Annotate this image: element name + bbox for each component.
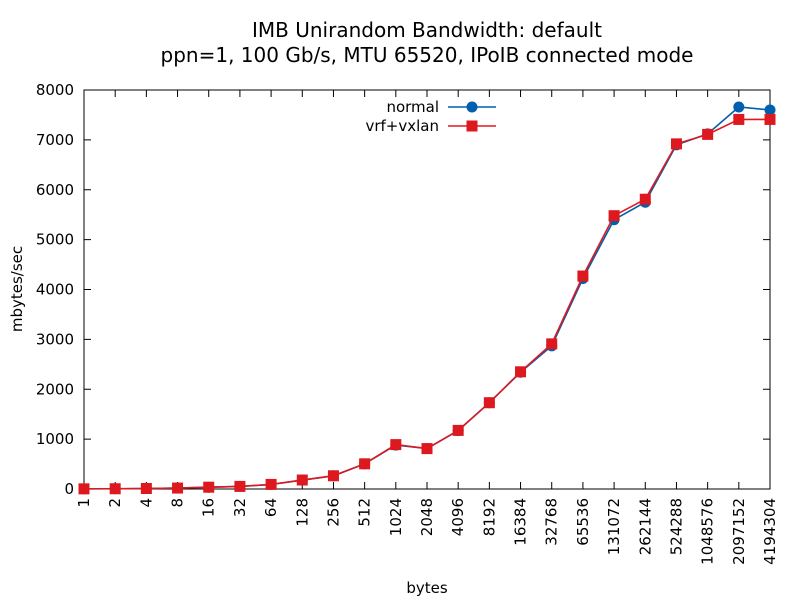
chart-title: IMB Unirandom Bandwidth: default — [252, 18, 602, 42]
data-point — [764, 104, 776, 116]
x-tick-label: 1 — [75, 498, 93, 508]
data-point — [172, 482, 184, 494]
data-point — [733, 101, 745, 113]
data-point — [421, 443, 433, 455]
data-point — [670, 138, 682, 150]
data-point — [546, 338, 558, 350]
x-tick-label: 131072 — [605, 498, 623, 555]
x-tick-label: 2048 — [418, 498, 436, 536]
x-tick-label: 65536 — [574, 498, 592, 546]
data-point — [327, 470, 339, 482]
data-point — [702, 128, 714, 140]
data-point — [764, 113, 776, 125]
y-tick-label: 4000 — [36, 281, 74, 299]
x-tick-label: 32768 — [543, 498, 561, 546]
data-point — [265, 478, 277, 490]
x-tick-label: 16 — [200, 498, 218, 517]
x-tick-label: 262144 — [636, 498, 654, 555]
data-point — [296, 474, 308, 486]
data-point — [733, 113, 745, 125]
x-tick-label: 4 — [137, 498, 155, 508]
data-point — [359, 458, 371, 470]
legend-label: normal — [386, 98, 439, 116]
x-tick-label: 1048576 — [699, 498, 717, 565]
data-point — [639, 193, 651, 205]
y-tick-label: 0 — [64, 480, 74, 498]
data-point — [515, 366, 527, 378]
x-tick-label: 32 — [231, 498, 249, 517]
data-point — [608, 210, 620, 222]
data-point — [140, 483, 152, 495]
series-vrf+vxlan — [78, 113, 776, 495]
y-tick-label: 5000 — [36, 231, 74, 249]
x-tick-label: 2 — [106, 498, 124, 508]
data-point — [577, 270, 589, 282]
x-tick-label: 8 — [169, 498, 187, 508]
data-point — [390, 439, 402, 451]
plot-frame — [83, 89, 771, 490]
data-point — [234, 480, 246, 492]
legend-marker — [466, 101, 478, 113]
x-tick-label: 2097152 — [730, 498, 748, 565]
series-layer — [78, 101, 776, 495]
series-line — [83, 118, 770, 490]
x-tick-label: 16384 — [512, 498, 530, 546]
x-tick-label: 256 — [324, 498, 342, 527]
x-tick-label: 524288 — [667, 498, 685, 555]
x-tick-label: 512 — [356, 498, 374, 527]
legend-item: normal — [386, 98, 496, 116]
x-axis-label: bytes — [406, 579, 448, 597]
x-tick-label: 1024 — [387, 498, 405, 536]
legend-item: vrf+vxlan — [365, 117, 496, 135]
y-tick-label: 1000 — [36, 430, 74, 448]
data-point — [109, 483, 121, 495]
data-point — [452, 424, 464, 436]
y-tick-label: 8000 — [36, 81, 74, 99]
y-axis-label: mbytes/sec — [8, 246, 26, 332]
chart-subtitle: ppn=1, 100 Gb/s, MTU 65520, IPoIB connec… — [161, 43, 694, 67]
y-tick-label: 3000 — [36, 330, 74, 348]
y-tick-label: 6000 — [36, 181, 74, 199]
x-tick-label: 4194304 — [761, 498, 779, 565]
x-tick-label: 4096 — [449, 498, 467, 536]
x-tick-label: 8192 — [480, 498, 498, 536]
y-tick-label: 2000 — [36, 380, 74, 398]
data-point — [78, 483, 90, 495]
x-tick-label: 128 — [293, 498, 311, 527]
data-point — [483, 397, 495, 409]
legend-label: vrf+vxlan — [365, 117, 439, 135]
series-normal — [78, 101, 776, 495]
x-tick-label: 64 — [262, 498, 280, 517]
data-point — [203, 481, 215, 493]
series-line — [83, 106, 771, 490]
y-tick-label: 7000 — [36, 131, 74, 149]
legend-marker — [466, 120, 478, 132]
